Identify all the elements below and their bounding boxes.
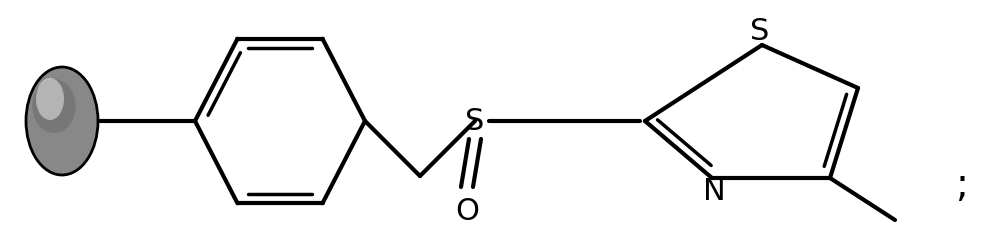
Ellipse shape — [26, 67, 98, 175]
Ellipse shape — [52, 106, 67, 125]
Ellipse shape — [32, 79, 76, 133]
Text: S: S — [750, 16, 770, 46]
Text: N: N — [703, 178, 725, 207]
Ellipse shape — [41, 92, 72, 129]
Text: ;: ; — [956, 166, 968, 204]
Text: S: S — [465, 107, 485, 135]
Ellipse shape — [36, 78, 64, 120]
Text: O: O — [455, 196, 479, 226]
